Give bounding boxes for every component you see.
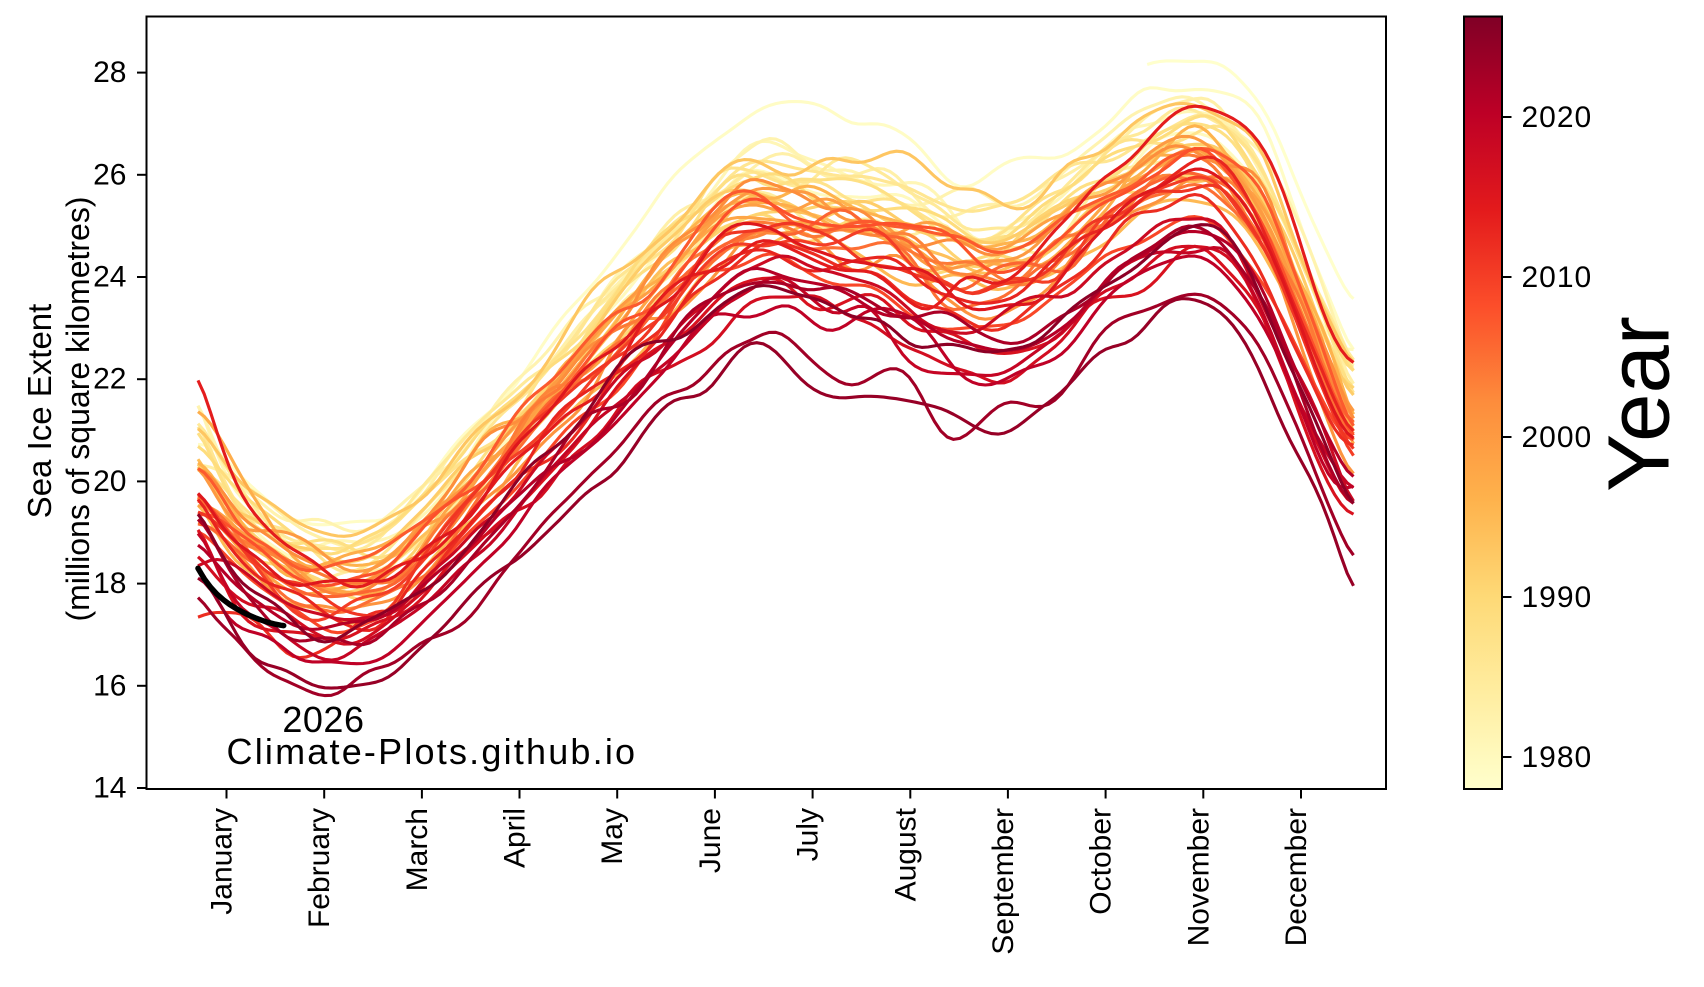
svg-text:November: November bbox=[1182, 808, 1215, 946]
svg-text:Climate-Plots.github.io: Climate-Plots.github.io bbox=[227, 731, 638, 772]
svg-text:2020: 2020 bbox=[1522, 101, 1593, 134]
svg-text:April: April bbox=[499, 808, 532, 868]
svg-text:18: 18 bbox=[93, 567, 126, 600]
svg-text:1990: 1990 bbox=[1522, 581, 1593, 614]
svg-text:May: May bbox=[596, 808, 629, 865]
svg-text:September: September bbox=[987, 808, 1020, 955]
svg-text:14: 14 bbox=[93, 772, 126, 805]
svg-text:1980: 1980 bbox=[1522, 741, 1593, 774]
svg-text:26: 26 bbox=[93, 158, 126, 191]
svg-text:August: August bbox=[889, 807, 922, 901]
svg-text:24: 24 bbox=[93, 261, 126, 294]
svg-text:2026: 2026 bbox=[282, 699, 364, 740]
svg-text:2000: 2000 bbox=[1522, 421, 1593, 454]
svg-text:Sea Ice Extent: Sea Ice Extent bbox=[21, 304, 58, 519]
svg-text:20: 20 bbox=[93, 465, 126, 498]
svg-text:Year: Year bbox=[1590, 316, 1687, 492]
svg-text:22: 22 bbox=[93, 363, 126, 396]
svg-text:December: December bbox=[1280, 808, 1313, 946]
svg-text:(millions of square kilometres: (millions of square kilometres) bbox=[60, 196, 96, 621]
svg-text:28: 28 bbox=[93, 56, 126, 89]
svg-text:March: March bbox=[401, 808, 434, 891]
svg-text:July: July bbox=[792, 808, 825, 861]
svg-text:16: 16 bbox=[93, 669, 126, 702]
svg-text:October: October bbox=[1085, 808, 1118, 915]
svg-text:February: February bbox=[303, 808, 336, 928]
svg-text:June: June bbox=[694, 808, 727, 873]
svg-text:2010: 2010 bbox=[1522, 261, 1593, 294]
svg-text:January: January bbox=[206, 808, 239, 915]
